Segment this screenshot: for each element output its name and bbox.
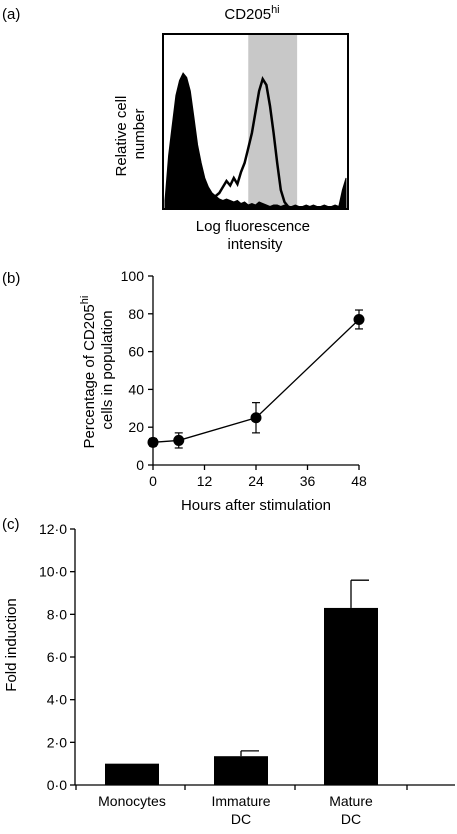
panel-b-x-tick-label: 12: [197, 473, 213, 489]
panel-b-data-point: [353, 313, 365, 325]
histogram-control-filled: [164, 72, 347, 209]
panel-a-ylabel-line2: number: [131, 109, 148, 160]
panel-b-ylabel-main: Percentage of CD205: [81, 304, 98, 448]
panel-c-category-label-line2: DC: [231, 811, 251, 827]
panel-a-ylabel-line1: Relative cell: [113, 96, 130, 177]
panel-c-ylabel: Fold induction: [3, 598, 20, 691]
panel-a-frame: [162, 33, 349, 210]
panel-c-category-label: Mature: [329, 793, 373, 809]
panel-b: (b) Percentage of CD205hi cells in popul…: [2, 268, 367, 514]
panel-c-category-label: Monocytes: [98, 793, 166, 809]
panel-b-data-point: [173, 434, 185, 446]
panel-b-series-line: [152, 318, 360, 443]
panel-c-y-tick-label: 0·0: [47, 777, 67, 793]
panel-a-ylabel: Relative cell number: [113, 91, 148, 176]
panel-b-ylabel-sup: hi: [79, 296, 91, 305]
panel-a-xlabel-line2: intensity: [227, 236, 283, 253]
panel-a-xlabel: Log fluorescence intensity: [196, 218, 314, 253]
panel-b-x-tick-label: 0: [149, 473, 157, 489]
panel-a-title: CD205hi: [224, 4, 279, 23]
panel-c-bar: [324, 607, 378, 785]
panel-c-y-tick-label: 6·0: [47, 649, 67, 665]
panel-b-label: (b): [2, 270, 20, 287]
panel-b-xlabel: Hours after stimulation: [181, 497, 331, 514]
panel-a-title-main: CD205: [224, 6, 271, 23]
panel-a: (a) CD205hi Relative cell number Log flu…: [2, 4, 349, 253]
panel-b-data-point: [147, 436, 159, 448]
panel-b-y-tick-label: 100: [121, 268, 145, 284]
panel-c-y-tick-label: 10·0: [39, 564, 67, 580]
panel-b-ylabel: Percentage of CD205hi cells in populatio…: [75, 292, 116, 449]
panel-b-x-tick-label: 48: [351, 473, 367, 489]
panel-b-plot: [147, 309, 365, 449]
panel-c-axes: 0·0 2·0 4·0 6·0 8·0 10·0 12·0: [39, 521, 455, 793]
panel-b-axes: 0 20 40 60 80 100 0 12 24 36 48: [121, 268, 367, 489]
panel-b-y-tick-label: 0: [136, 457, 144, 473]
panel-c-bar: [214, 756, 268, 785]
panel-b-y-tick-label: 40: [128, 381, 144, 397]
panel-c-label: (c): [2, 516, 20, 533]
panel-b-ylabel-line1: Percentage of CD205hi: [79, 296, 98, 449]
panel-c-y-tick-label: 4·0: [47, 692, 67, 708]
panel-c-y-tick-label: 8·0: [47, 606, 67, 622]
panel-b-ylabel-line2: cells in population: [99, 310, 116, 429]
panel-c-category-label-line2: DC: [341, 811, 361, 827]
panel-c-bar: [105, 763, 159, 785]
panel-c-category-label: Immature: [211, 793, 270, 809]
panel-c-y-tick-label: 12·0: [39, 521, 67, 537]
panel-b-data-point: [250, 412, 262, 424]
panel-c-y-tick-label: 2·0: [47, 734, 67, 750]
panel-b-x-tick-label: 24: [248, 473, 264, 489]
panel-c: (c) Fold induction 0·0 2·0 4·0 6·0 8·0 10·0 12…: [2, 516, 455, 827]
panel-b-y-tick-label: 60: [128, 344, 144, 360]
panel-c-plot: Monocytes Immature DC Mature DC: [98, 579, 378, 827]
panel-b-y-tick-label: 80: [128, 306, 144, 322]
panel-a-title-sup: hi: [271, 4, 280, 16]
panel-a-xlabel-line1: Log fluorescence: [196, 218, 310, 235]
panel-a-label: (a): [2, 6, 20, 23]
panel-b-y-tick-label: 20: [128, 419, 144, 435]
panel-b-x-tick-label: 36: [300, 473, 316, 489]
